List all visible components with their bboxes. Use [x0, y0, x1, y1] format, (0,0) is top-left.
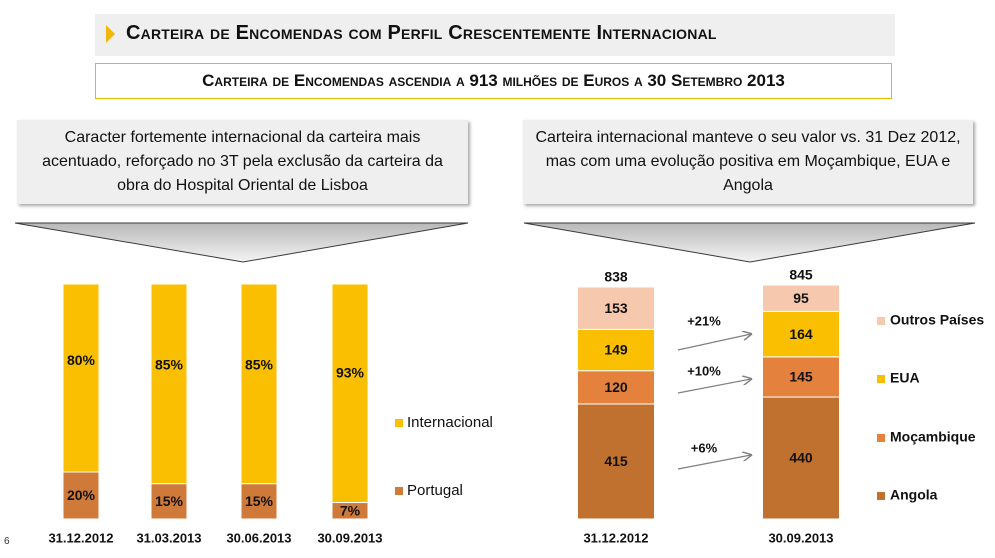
x-tick-label: 31.03.2013 [136, 530, 201, 545]
legend-label: Portugal [407, 482, 463, 499]
x-tick-label: 31.12.2012 [583, 530, 648, 545]
bar-segment-mo-ambique [762, 356, 840, 398]
bar-segment-outros-pa-ses [577, 286, 655, 330]
legend-label: Internacional [407, 414, 493, 431]
bar-portugal [240, 483, 278, 520]
growth-arrow [677, 334, 751, 351]
page-title: Carteira de Encomendas com Perfil Cresce… [126, 22, 717, 44]
legend-swatch [877, 492, 885, 500]
growth-label: +21% [687, 313, 721, 328]
subtitle-box: Carteira de Encomendas ascendia a 913 mi… [95, 63, 892, 99]
growth-label: +6% [691, 440, 718, 455]
x-tick-label: 31.12.2012 [48, 530, 113, 545]
bar-internacional [240, 283, 278, 485]
data-label-portugal: 20% [67, 487, 96, 503]
data-label: 415 [604, 453, 628, 469]
page-number: 6 [4, 536, 10, 547]
bar-segment-angola [762, 396, 840, 520]
right-funnel-shape [523, 222, 976, 263]
legend-label: Angola [890, 487, 938, 503]
right-callout: Carteira internacional manteve o seu val… [523, 120, 973, 204]
data-label: 149 [604, 342, 628, 358]
bar-portugal [62, 471, 100, 520]
bar-segment-outros-pa-ses [762, 284, 840, 312]
data-label: 95 [793, 290, 809, 306]
bar-internacional [150, 283, 188, 485]
data-label-internacional: 85% [155, 357, 184, 373]
left-callout: Caracter fortemente internacional da car… [17, 120, 468, 204]
bar-internacional [331, 283, 369, 504]
subtitle-text: Carteira de Encomendas ascendia a 913 mi… [202, 71, 785, 90]
bar-portugal [331, 502, 369, 520]
data-label-portugal: 15% [155, 493, 184, 509]
data-label-internacional: 80% [67, 352, 96, 368]
title-bar [95, 14, 895, 56]
data-label-internacional: 93% [336, 364, 365, 380]
total-label: 838 [604, 269, 628, 285]
data-label-portugal: 15% [245, 493, 274, 509]
right-chart: 415 120 149 153 838 31.12.2012 440 145 164 95 845 3… [577, 267, 984, 545]
legend-swatch [877, 317, 885, 325]
x-tick-label: 30.09.2013 [768, 530, 833, 545]
legend-label: Moçambique [890, 429, 976, 445]
data-label: 153 [604, 300, 628, 316]
data-label: 164 [789, 326, 813, 342]
left-chart: 80% 20% 31.12.2012 85% 15% 31.03.2013 85% 15% 30… [48, 283, 493, 545]
growth-label: +10% [687, 363, 721, 378]
legend-swatch [395, 487, 403, 495]
bar-internacional [62, 283, 100, 473]
legend-swatch [877, 434, 885, 442]
growth-arrow [677, 379, 751, 394]
data-label: 145 [789, 369, 813, 385]
x-tick-label: 30.09.2013 [317, 530, 382, 545]
bar-portugal [150, 483, 188, 520]
title-arrow-icon [106, 25, 115, 43]
total-label: 845 [789, 267, 813, 283]
left-funnel-shape [14, 222, 469, 263]
data-label-portugal: 7% [340, 502, 361, 518]
data-label-internacional: 85% [245, 357, 274, 373]
growth-arrow [677, 455, 751, 470]
bar-segment-mo-ambique [577, 370, 655, 405]
bar-segment-eua [762, 310, 840, 358]
x-tick-label: 30.06.2013 [226, 530, 291, 545]
data-label: 440 [789, 450, 813, 466]
data-label: 120 [604, 379, 628, 395]
bar-segment-eua [577, 328, 655, 372]
legend-label: EUA [890, 370, 920, 386]
legend-swatch [877, 375, 885, 383]
legend-swatch [395, 419, 403, 427]
legend-label: Outros Países [890, 312, 984, 328]
